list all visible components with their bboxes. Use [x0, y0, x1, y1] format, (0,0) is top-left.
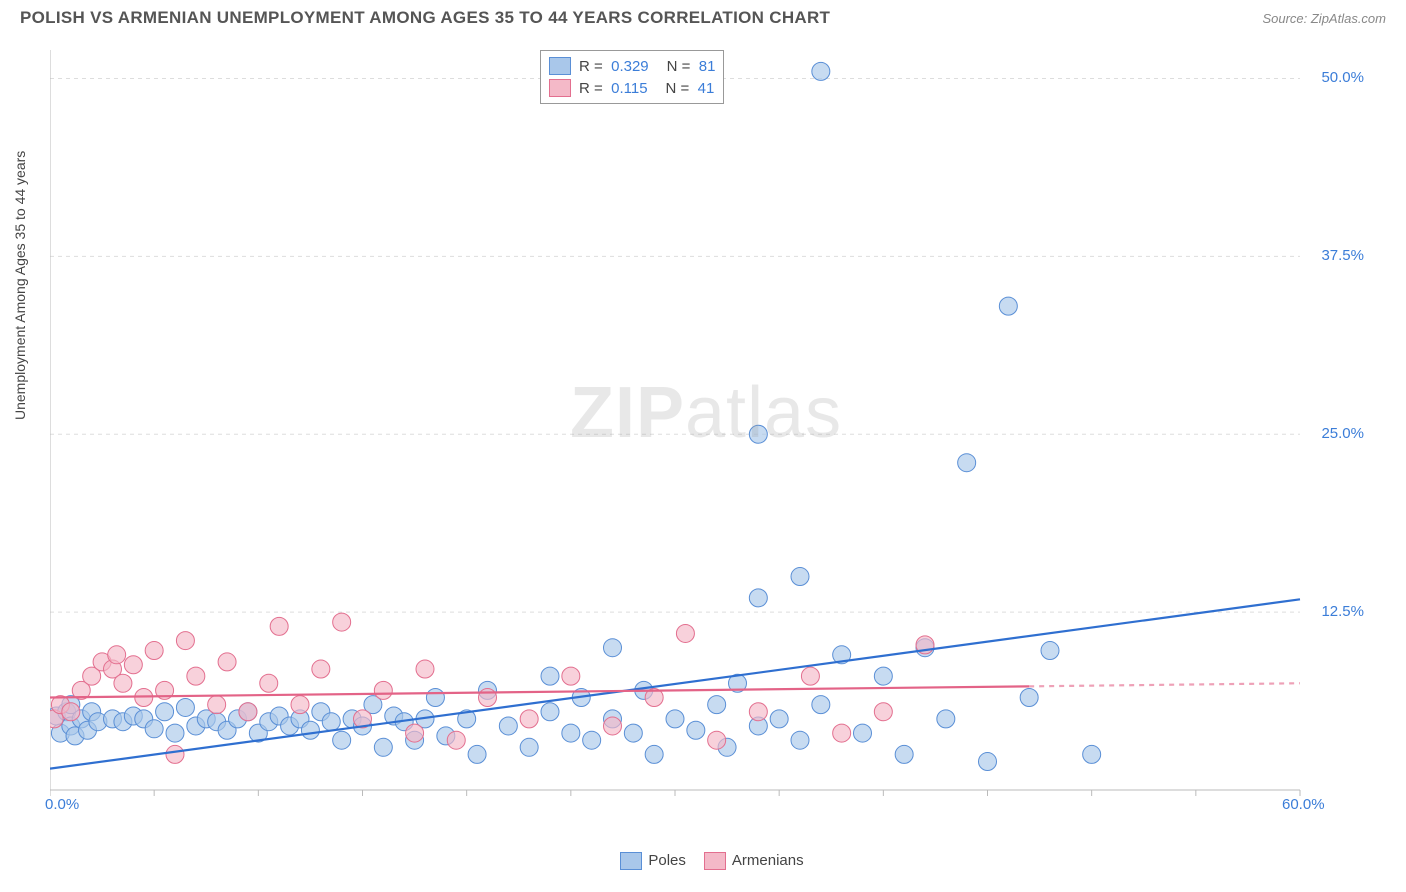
stats-row: R = 0.329 N = 81	[549, 55, 715, 77]
x-axis-max-label: 60.0%	[1282, 796, 1325, 813]
series-legend: Poles Armenians	[0, 852, 1406, 870]
chart-area: R = 0.329N = 81R = 0.115N = 41 ZIPatlas …	[50, 42, 1350, 810]
stat-n-value: 41	[698, 80, 715, 97]
stat-n-label: N = 81	[667, 58, 716, 75]
legend-series-label: Armenians	[732, 852, 804, 869]
stat-r-value: 0.329	[611, 58, 649, 75]
correlation-stats-box: R = 0.329 N = 81 R = 0.115 N = 41	[540, 50, 724, 104]
legend-swatch-icon	[620, 852, 642, 870]
legend-swatch-icon	[549, 79, 571, 97]
legend-swatch-icon	[549, 57, 571, 75]
legend-swatch-icon	[704, 852, 726, 870]
y-tick-label: 37.5%	[1304, 247, 1364, 264]
stat-r-value: 0.115	[611, 80, 647, 97]
stat-n-label: N = 41	[666, 80, 715, 97]
scatter-plot-svg	[50, 42, 1350, 810]
stats-row: R = 0.115 N = 41	[549, 77, 715, 99]
y-tick-label: 12.5%	[1304, 603, 1364, 620]
y-axis-label: Unemployment Among Ages 35 to 44 years	[12, 151, 28, 420]
y-tick-label: 50.0%	[1304, 69, 1364, 86]
stat-r-label: R = 0.115	[579, 80, 648, 97]
chart-title: POLISH VS ARMENIAN UNEMPLOYMENT AMONG AG…	[20, 8, 830, 28]
source-prefix: Source:	[1262, 11, 1310, 26]
stat-n-value: 81	[699, 58, 716, 75]
source-name: ZipAtlas.com	[1311, 11, 1386, 26]
x-axis-min-label: 0.0%	[45, 796, 79, 813]
stat-r-label: R = 0.329	[579, 58, 649, 75]
y-tick-label: 25.0%	[1304, 425, 1364, 442]
source-attribution: Source: ZipAtlas.com	[1262, 11, 1386, 26]
legend-series-label: Poles	[648, 852, 686, 869]
